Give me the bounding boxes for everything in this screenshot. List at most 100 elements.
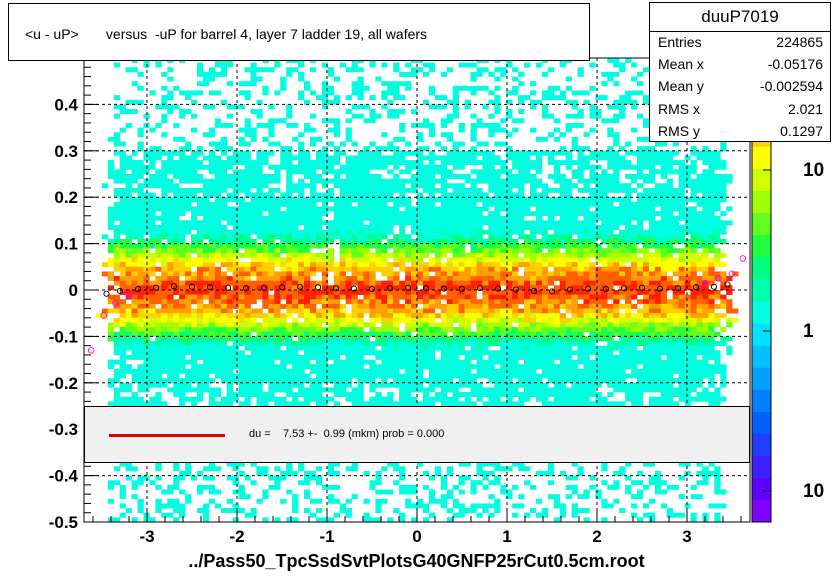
heatmap-cell bbox=[304, 155, 311, 161]
heatmap-cell bbox=[470, 234, 477, 240]
heatmap-cell bbox=[333, 225, 340, 230]
heatmap-cell bbox=[476, 211, 483, 217]
heatmap-cell bbox=[565, 285, 572, 291]
heatmap-cell bbox=[494, 498, 501, 504]
heatmap-cell bbox=[262, 248, 269, 254]
heatmap-cell bbox=[464, 187, 471, 193]
heatmap-cell bbox=[535, 350, 543, 356]
heatmap-cell bbox=[137, 299, 144, 305]
heatmap-cell bbox=[529, 201, 537, 207]
heatmap-cell bbox=[298, 294, 305, 300]
heatmap-cell bbox=[476, 480, 483, 486]
heatmap-cell bbox=[232, 243, 239, 249]
heatmap-cell bbox=[541, 262, 549, 268]
heatmap-cell bbox=[399, 341, 406, 346]
heatmap-cell bbox=[494, 327, 501, 333]
heatmap-cell bbox=[381, 317, 388, 323]
heatmap-cell bbox=[179, 512, 186, 518]
heatmap-cell bbox=[179, 359, 186, 365]
heatmap-cell bbox=[315, 211, 323, 217]
heatmap-cell bbox=[369, 364, 376, 370]
heatmap-cell bbox=[399, 313, 406, 319]
heatmap-cell bbox=[452, 327, 459, 333]
heatmap-cell bbox=[411, 67, 418, 73]
heatmap-cell bbox=[244, 280, 251, 286]
heatmap-cell bbox=[506, 174, 513, 179]
heatmap-cell bbox=[286, 401, 293, 407]
heatmap-cell bbox=[244, 95, 251, 101]
heatmap-cell bbox=[500, 169, 507, 175]
heatmap-cell bbox=[309, 229, 317, 235]
heatmap-cell bbox=[286, 187, 293, 193]
heatmap-cell bbox=[339, 150, 346, 156]
heatmap-cell bbox=[280, 359, 287, 365]
heatmap-cell bbox=[482, 122, 489, 128]
heatmap-cell bbox=[274, 220, 281, 226]
heatmap-cell bbox=[119, 299, 126, 305]
heatmap-cell bbox=[547, 174, 555, 179]
heatmap-cell bbox=[553, 271, 561, 277]
heatmap-cell bbox=[185, 466, 192, 472]
heatmap-cell bbox=[298, 276, 305, 282]
heatmap-cell bbox=[244, 266, 251, 272]
heatmap-cell bbox=[196, 327, 204, 333]
heatmap-cell bbox=[422, 248, 430, 254]
heatmap-cell bbox=[535, 512, 543, 518]
heatmap-cell bbox=[327, 164, 335, 170]
heatmap-cell bbox=[547, 206, 555, 212]
heatmap-cell bbox=[529, 187, 537, 193]
heatmap-cell bbox=[250, 280, 257, 286]
heatmap-cell bbox=[185, 192, 192, 198]
heatmap-cell bbox=[268, 392, 275, 398]
heatmap-cell bbox=[214, 206, 222, 212]
heatmap-cell bbox=[565, 317, 572, 323]
heatmap-cell bbox=[494, 67, 501, 73]
heatmap-cell bbox=[214, 192, 222, 198]
heatmap-cell bbox=[298, 62, 305, 68]
heatmap-cell bbox=[547, 262, 555, 268]
heatmap-cell bbox=[387, 146, 394, 152]
heatmap-cell bbox=[143, 313, 150, 319]
heatmap-cell bbox=[428, 62, 436, 68]
heatmap-cell bbox=[518, 178, 525, 184]
heatmap-cell bbox=[208, 206, 216, 212]
heatmap-cell bbox=[464, 229, 471, 235]
heatmap-cell bbox=[167, 109, 174, 114]
heatmap-cell bbox=[137, 341, 144, 346]
heatmap-cell bbox=[226, 113, 233, 119]
heatmap-cell bbox=[547, 160, 555, 166]
heatmap-cell bbox=[411, 174, 418, 179]
heatmap-cell bbox=[161, 345, 168, 351]
heatmap-cell bbox=[363, 336, 370, 342]
heatmap-cell bbox=[411, 276, 418, 282]
heatmap-cell bbox=[559, 503, 566, 509]
heatmap-cell bbox=[494, 206, 501, 212]
heatmap-cell bbox=[458, 303, 465, 309]
heatmap-cell bbox=[369, 160, 376, 166]
heatmap-cell bbox=[327, 248, 335, 254]
heatmap-cell bbox=[506, 382, 513, 388]
heatmap-cell bbox=[351, 155, 358, 161]
heatmap-cell bbox=[488, 512, 495, 518]
heatmap-cell bbox=[196, 262, 204, 268]
heatmap-cell bbox=[339, 378, 346, 384]
heatmap-cell bbox=[524, 225, 531, 230]
heatmap-cell bbox=[547, 252, 555, 258]
heatmap-cell bbox=[518, 503, 525, 509]
heatmap-cell bbox=[375, 225, 382, 230]
heatmap-cell bbox=[518, 276, 525, 282]
heatmap-cell bbox=[512, 392, 519, 398]
heatmap-cell bbox=[518, 99, 525, 105]
heatmap-cell bbox=[191, 322, 198, 328]
heatmap-cell bbox=[238, 127, 245, 133]
heatmap-cell bbox=[119, 174, 126, 179]
heatmap-cell bbox=[529, 350, 537, 356]
heatmap-cell bbox=[452, 285, 459, 291]
heatmap-cell bbox=[214, 122, 222, 128]
heatmap-cell bbox=[155, 327, 162, 333]
heatmap-cell bbox=[482, 350, 489, 356]
heatmap-cell bbox=[351, 164, 358, 170]
heatmap-cell bbox=[417, 331, 424, 337]
heatmap-cell bbox=[351, 62, 358, 68]
heatmap-cell bbox=[214, 387, 222, 393]
